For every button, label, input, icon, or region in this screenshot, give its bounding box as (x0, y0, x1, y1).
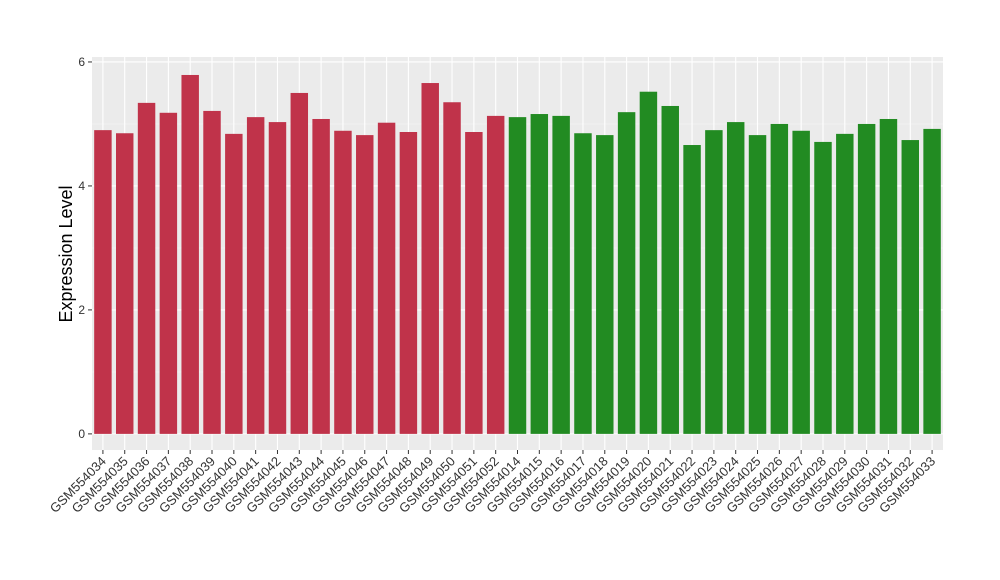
bar (552, 115, 570, 434)
bar (661, 105, 679, 434)
bar (203, 110, 221, 434)
bar (377, 122, 396, 434)
bar (225, 133, 243, 434)
bar (574, 133, 592, 434)
bar (486, 115, 505, 434)
bar (596, 135, 614, 434)
y-tick-label: 2 (78, 303, 85, 317)
bar (617, 112, 636, 434)
bar (159, 112, 178, 434)
bar (748, 135, 767, 434)
bar (683, 145, 701, 434)
bar (334, 130, 352, 434)
y-tick-label: 4 (78, 179, 85, 193)
bar (246, 117, 265, 434)
bar (879, 118, 898, 434)
y-tick-label: 6 (78, 55, 85, 69)
bar (116, 133, 134, 434)
bar (465, 132, 483, 434)
bar (530, 114, 549, 434)
bar (399, 132, 418, 434)
bar (857, 123, 876, 434)
bar (137, 102, 156, 434)
bar (705, 130, 723, 434)
bar (268, 122, 287, 434)
bar (508, 117, 527, 434)
bar (726, 122, 745, 434)
bar (312, 118, 330, 434)
bar (356, 135, 374, 434)
y-tick-label: 0 (78, 427, 85, 441)
bar (94, 130, 112, 434)
bar (814, 141, 832, 434)
bar (639, 91, 658, 434)
bar (923, 128, 941, 434)
bar (901, 140, 919, 434)
y-axis-label: Expression Level (56, 185, 76, 322)
bar (836, 133, 854, 434)
bar (770, 123, 789, 434)
bar (443, 102, 461, 434)
bar (792, 130, 810, 434)
bar (421, 83, 439, 434)
bar (290, 92, 309, 434)
bar (181, 74, 199, 434)
